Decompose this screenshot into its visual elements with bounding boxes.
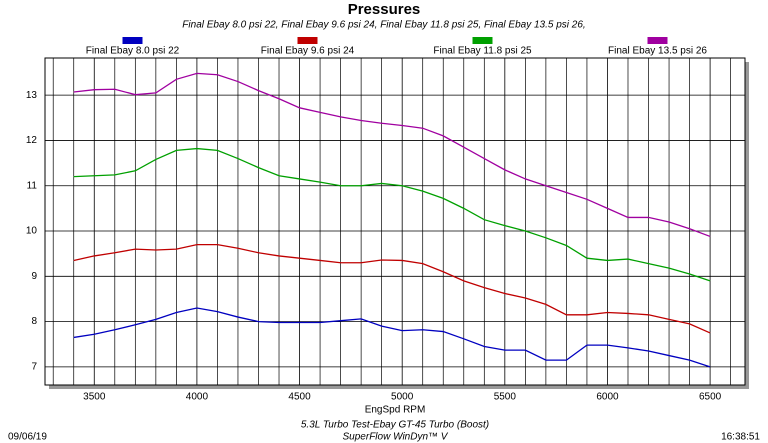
footer-line: SuperFlow WinDyn™ V [343,432,449,443]
date: 09/06/19 [8,432,47,443]
legend-label: Final Ebay 8.0 psi 22 [86,46,180,57]
series-line [73,147,711,282]
chart-title: Pressures [348,1,421,18]
footer-line: 5.3L Turbo Test-Ebay GT-45 Turbo (Boost) [301,420,489,431]
y-tick-label: 7 [31,362,37,373]
x-tick-label: 6000 [596,392,619,403]
y-tick-label: 9 [31,271,37,282]
legend-swatch [472,37,493,44]
plot-area [44,57,746,386]
x-tick-label: 6500 [699,392,722,403]
legend-swatch [297,37,318,44]
legend-swatch [122,37,143,44]
legend-label: Final Ebay 9.6 psi 24 [261,46,355,57]
series-line [73,243,711,334]
series-line [73,72,711,238]
x-tick-label: 3500 [83,392,106,403]
legend-label: Final Ebay 11.8 psi 25 [433,46,532,57]
series-line [73,307,711,368]
y-tick-label: 8 [31,316,37,327]
x-axis-label: EngSpd RPM [365,405,426,416]
time: 16:38:51 [721,432,760,443]
chart-subtitle: Final Ebay 8.0 psi 22, Final Ebay 9.6 ps… [182,20,585,31]
y-tick-label: 13 [26,90,38,101]
legend-label: Final Ebay 13.5 psi 26 [608,46,707,57]
x-tick-label: 4000 [186,392,209,403]
y-tick-label: 10 [26,226,38,237]
y-tick-label: 12 [26,135,38,146]
x-tick-label: 5000 [391,392,414,403]
x-tick-label: 5500 [494,392,517,403]
legend-swatch [647,37,668,44]
x-tick-label: 4500 [288,392,311,403]
y-tick-label: 11 [27,180,38,191]
